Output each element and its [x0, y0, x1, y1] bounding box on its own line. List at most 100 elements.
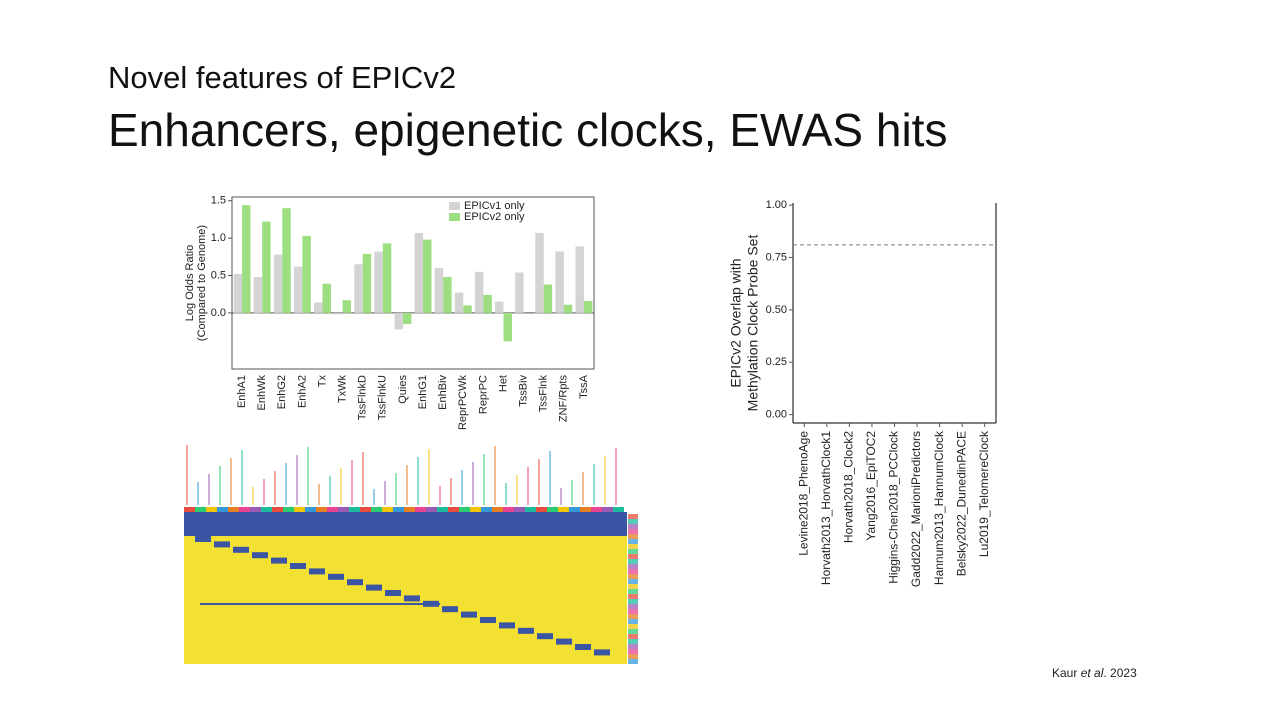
heatmap-header-label: [296, 455, 298, 505]
bar: [262, 221, 271, 313]
heatmap-header-color: [184, 507, 195, 512]
bar: [563, 304, 573, 313]
bar: [443, 277, 452, 313]
heatmap-header-color: [195, 507, 206, 512]
heatmap-header-color: [228, 507, 239, 512]
heatmap-side-color: [628, 594, 638, 599]
bar: [374, 251, 383, 313]
heatmap-header-color: [272, 507, 283, 512]
bar: [354, 264, 363, 313]
bar: [362, 253, 372, 313]
heatmap-header-label: [340, 468, 342, 505]
heatmap-side-color: [628, 554, 638, 559]
heatmap-block: [461, 611, 477, 618]
heatmap-header-color: [591, 507, 602, 512]
bar: [394, 312, 403, 330]
bar: [414, 232, 424, 313]
heatmap-side-color: [628, 639, 638, 644]
heatmap-header-color: [250, 507, 261, 512]
heatmap-header-label: [384, 481, 386, 505]
heatmap-header-color: [613, 507, 624, 512]
citation-author: Kaur: [1052, 666, 1081, 680]
heatmap-side-color: [628, 629, 638, 634]
heatmap-header-color: [492, 507, 503, 512]
legend-label: EPICv2 only: [464, 211, 525, 223]
heatmap-block: [366, 584, 382, 591]
x-tick-label: TssBiv: [518, 375, 530, 407]
heatmap-block: [233, 546, 249, 553]
heatmap-header-color: [393, 507, 404, 512]
heatmap-header-label: [307, 447, 309, 505]
bar: [402, 312, 412, 325]
heatmap-header-label: [417, 457, 419, 505]
heatmap-block: [404, 595, 420, 602]
x-tick-label: Horvath2013_HorvathClock1: [819, 431, 833, 585]
heatmap-header-label: [582, 472, 584, 505]
heatmap-block: [556, 638, 572, 645]
heatmap-side-color: [628, 644, 638, 649]
heatmap-header-color: [525, 507, 536, 512]
heatmap-block: [214, 541, 230, 548]
heatmap-side-color: [628, 569, 638, 574]
bar: [382, 243, 392, 313]
heatmap-header-label: [406, 465, 408, 505]
heatmap-header-color: [415, 507, 426, 512]
heatmap-header-color: [217, 507, 228, 512]
y-axis-title: Methylation Clock Probe Set: [745, 235, 761, 412]
bar: [423, 239, 432, 313]
heatmap-header-label: [461, 470, 463, 505]
heatmap-header-label: [604, 456, 606, 505]
x-tick-label: ReprPCWk: [457, 375, 469, 431]
bar: [583, 300, 593, 313]
heatmap-header-color: [349, 507, 360, 512]
x-tick-label: Hannum2013_HannumClock: [932, 430, 946, 585]
heatmap-header-label: [351, 460, 353, 505]
heatmap-side-color: [628, 619, 638, 624]
heatmap-header-color: [371, 507, 382, 512]
heatmap-header-color: [470, 507, 481, 512]
x-tick-label: TssFlnkD: [357, 375, 369, 420]
slide-title: Enhancers, epigenetic clocks, EWAS hits: [108, 104, 947, 156]
bar: [282, 208, 291, 313]
heatmap-header-label: [329, 476, 331, 505]
heatmap-body: [184, 512, 627, 664]
heatmap-block: [290, 563, 306, 569]
heatmap-block: [442, 606, 458, 613]
y-tick-label: 0.00: [766, 409, 787, 421]
x-tick-label: Levine2018_PhenoAge: [796, 431, 810, 556]
legend-swatch: [449, 202, 460, 210]
heatmap-header-color: [503, 507, 514, 512]
heatmap-side-color: [628, 514, 638, 519]
heatmap-header-color: [360, 507, 371, 512]
heatmap-side-color: [628, 539, 638, 544]
x-tick-label: TssA: [578, 374, 590, 399]
heatmap-block: [271, 557, 287, 564]
heatmap-block: [575, 644, 591, 650]
legend-label: EPICv1 only: [464, 200, 525, 212]
heatmap-side-color: [628, 559, 638, 564]
heatmap-image: [184, 445, 638, 664]
x-tick-label: EnhWk: [256, 375, 268, 411]
x-tick-label: Higgins-Chen2018_PCClock: [887, 430, 901, 584]
bar: [575, 246, 584, 313]
heatmap-header-label: [395, 473, 397, 505]
bar: [293, 266, 303, 313]
heatmap-header-color: [239, 507, 250, 512]
heatmap-side-color: [628, 584, 638, 589]
heatmap-header-color: [294, 507, 305, 512]
heatmap-header-label: [615, 448, 617, 505]
heatmap-header-label: [197, 482, 199, 505]
heatmap-header-label: [230, 458, 232, 505]
bar: [233, 274, 243, 313]
heatmap-block: [480, 617, 496, 623]
heatmap-header-color: [569, 507, 580, 512]
x-tick-label: Belsky2022_DunedinPACE: [954, 431, 968, 576]
x-tick-label: Het: [497, 375, 509, 392]
bar: [434, 268, 444, 313]
x-tick-label: ZNF/Rpts: [558, 375, 570, 423]
bar: [322, 283, 331, 313]
heatmap-side-color: [628, 564, 638, 569]
heatmap-header-label: [549, 451, 551, 505]
